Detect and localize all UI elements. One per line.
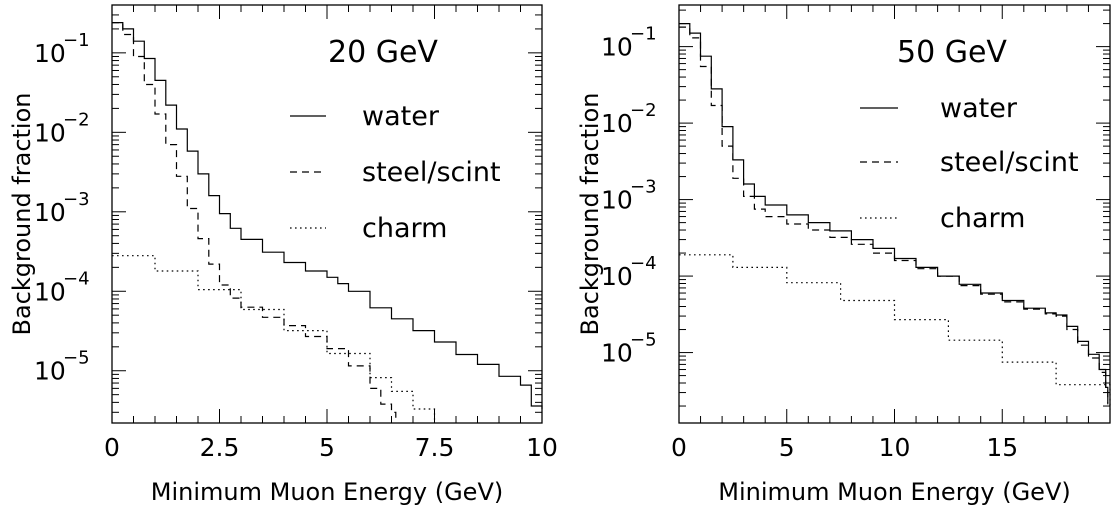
x-tick-label: 2.5 [200,433,240,462]
y-tick-label-base: 10 [34,357,66,386]
legend-label: steel/scint [940,147,1079,178]
y-tick-label-exponent: −5 [63,348,90,369]
y-tick-label-base: 10 [601,186,633,215]
x-tick-label: 7.5 [415,433,455,462]
series-line-charm [112,255,436,423]
y-tick-label-base: 10 [34,198,66,227]
plot-frame [678,4,1111,424]
panel-title: 50 GeV [897,35,1007,70]
y-tick-label-base: 10 [34,39,66,68]
y-axis-label: Background fraction [8,93,36,336]
y-tick-label-base: 10 [601,33,633,62]
x-tick-label: 15 [986,433,1018,462]
x-tick-label: 0 [671,433,687,462]
legend-label: charm [362,213,447,244]
y-tick-label-exponent: −1 [630,24,657,45]
series-line-water [112,22,543,409]
legend: water steel/scint charm [290,101,501,244]
series-line-water [679,23,1109,403]
series-line-steel-scint [679,26,1109,405]
y-tick-label-exponent: −4 [630,253,657,274]
y-tick-label-base: 10 [601,339,633,368]
y-tick-label-exponent: −3 [63,189,90,210]
x-axis-label: Minimum Muon Energy (GeV) [151,478,503,506]
y-tick-label-exponent: −5 [630,330,657,351]
legend-label: steel/scint [362,157,501,188]
x-tick-label: 5 [319,433,335,462]
axis-ticks [678,5,1111,423]
y-tick-label-base: 10 [601,262,633,291]
y-tick-label-exponent: −1 [63,30,90,51]
x-tick-label: 10 [526,433,558,462]
y-tick-label-base: 10 [601,109,633,138]
x-tick-label: 0 [104,433,120,462]
y-tick-label-base: 10 [34,277,66,306]
legend: water steel/scint charm [860,93,1079,234]
y-tick-label-base: 10 [34,118,66,147]
y-tick-label-exponent: −4 [63,268,90,289]
y-tick-label-exponent: −3 [630,177,657,198]
x-tick-label: 10 [879,433,911,462]
legend-label: water [940,93,1018,124]
series-line-steel-scint [112,22,397,423]
panel-title: 20 GeV [328,35,438,70]
series-line-charm [679,254,1111,410]
y-axis-label: Background fraction [576,93,604,336]
axis-ticks [111,4,543,423]
legend-label: charm [940,203,1025,234]
x-tick-label: 5 [779,433,795,462]
x-axis-label: Minimum Muon Energy (GeV) [718,478,1070,506]
legend-label: water [362,101,440,132]
y-tick-label-exponent: −2 [63,109,90,130]
y-tick-label-exponent: −2 [630,100,657,121]
